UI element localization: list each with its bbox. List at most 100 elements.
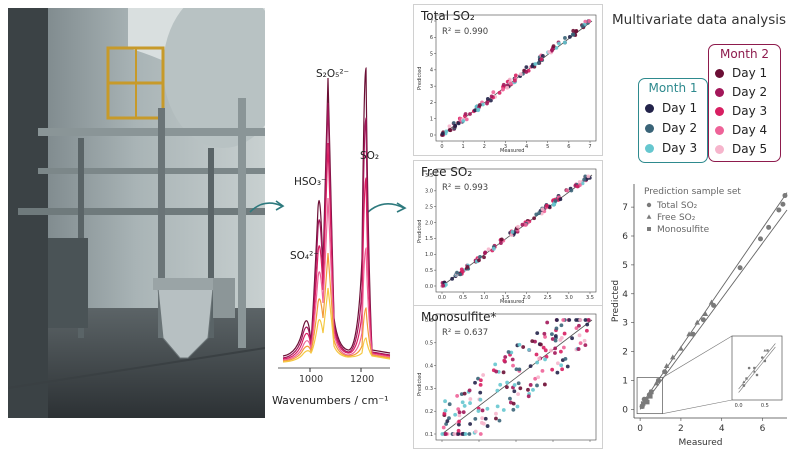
data-point bbox=[514, 367, 519, 372]
data-point bbox=[473, 416, 478, 421]
data-point bbox=[558, 338, 563, 342]
data-point bbox=[457, 410, 462, 415]
data-point bbox=[571, 32, 576, 37]
legend-item: Day 3 bbox=[715, 104, 767, 118]
legend-dot-icon bbox=[715, 145, 724, 154]
data-point bbox=[558, 349, 563, 354]
legend-item: Day 1 bbox=[645, 101, 697, 115]
data-point bbox=[456, 121, 461, 126]
data-point bbox=[534, 352, 539, 357]
y-tick-label: 5 bbox=[622, 261, 628, 271]
data-point bbox=[663, 363, 670, 368]
panel-title: Monosulfite* bbox=[421, 310, 497, 324]
y-tick-label: 0 bbox=[430, 133, 433, 139]
data-point bbox=[550, 367, 555, 372]
data-point bbox=[752, 369, 756, 373]
legend-title: Month 1 bbox=[648, 81, 698, 95]
data-point bbox=[582, 338, 587, 343]
plot-frame bbox=[435, 14, 597, 142]
panel-monosulfite: Monosulfite* R² = 0.637 0.1 0.2 0.3 0.4 0.5 0… bbox=[413, 305, 603, 449]
y-tick-label: 1.0 bbox=[425, 252, 433, 258]
data-point bbox=[536, 61, 541, 65]
data-point bbox=[524, 65, 529, 70]
data-point bbox=[571, 28, 576, 33]
data-point bbox=[646, 202, 652, 208]
flow-arrow-right bbox=[367, 202, 407, 213]
data-point bbox=[584, 328, 589, 333]
data-point bbox=[494, 369, 499, 374]
y-tick-label: 3.5 bbox=[425, 173, 433, 179]
data-point bbox=[560, 367, 565, 372]
data-point bbox=[586, 318, 591, 322]
data-point bbox=[456, 431, 461, 436]
panel-xlabel: Measured bbox=[500, 148, 525, 154]
legend-dot-icon bbox=[645, 144, 654, 153]
legend-dot-icon bbox=[715, 69, 724, 78]
data-point bbox=[485, 96, 490, 101]
data-point bbox=[545, 320, 550, 325]
legend-dot-icon bbox=[645, 104, 654, 113]
data-point bbox=[755, 373, 759, 377]
data-point bbox=[569, 188, 574, 193]
spectra-axis-title: Wavenumbers / cm⁻¹ bbox=[272, 394, 389, 407]
data-point bbox=[440, 131, 445, 136]
inset-tick-label: 0.5 bbox=[761, 403, 769, 409]
data-point bbox=[443, 399, 447, 404]
data-point bbox=[753, 366, 756, 370]
legend-title: Month 2 bbox=[719, 47, 770, 61]
zoom-box bbox=[636, 377, 663, 415]
data-point bbox=[542, 331, 547, 336]
data-point bbox=[473, 380, 477, 385]
y-tick-label: 7 bbox=[622, 203, 628, 213]
data-point bbox=[533, 62, 538, 66]
peak-label-s2o5: S₂O₅²⁻ bbox=[316, 68, 350, 80]
inset-fit-line bbox=[738, 343, 776, 390]
plant-photo bbox=[8, 8, 265, 418]
panel-xlabel: Measured bbox=[500, 299, 525, 305]
data-point bbox=[516, 381, 521, 386]
data-point bbox=[473, 108, 477, 113]
data-point bbox=[513, 73, 518, 78]
inset-box bbox=[731, 335, 783, 401]
raman-spectra: S₂O₅²⁻ HSO₃⁻ SO₂ SO₄²⁻ 1000 1200 Wavenum… bbox=[272, 58, 396, 444]
data-point bbox=[649, 389, 654, 395]
data-point bbox=[524, 70, 529, 74]
data-point bbox=[776, 207, 782, 213]
x-axis-label: Measured bbox=[679, 438, 723, 447]
data-point bbox=[442, 411, 447, 416]
data-point bbox=[555, 318, 559, 322]
data-point bbox=[476, 409, 481, 413]
data-point bbox=[643, 396, 649, 402]
data-point bbox=[506, 350, 511, 354]
legend-series-label: Monosulfite bbox=[657, 225, 710, 235]
data-point bbox=[489, 94, 494, 99]
data-point bbox=[440, 432, 445, 436]
data-point bbox=[483, 416, 488, 421]
x-tick-label: 5 bbox=[546, 144, 549, 150]
data-point bbox=[553, 199, 558, 203]
data-point bbox=[559, 323, 564, 328]
data-point bbox=[543, 357, 547, 362]
data-point bbox=[478, 397, 483, 402]
data-point bbox=[559, 363, 564, 368]
y-tick-label: 2 bbox=[430, 100, 433, 106]
data-point bbox=[578, 318, 583, 322]
data-point bbox=[574, 28, 579, 33]
flow-arrow-left bbox=[249, 200, 285, 213]
x-tick-label: 0.0 bbox=[438, 295, 446, 301]
data-point bbox=[477, 103, 482, 107]
data-point bbox=[443, 432, 448, 436]
data-point bbox=[457, 419, 461, 424]
data-point bbox=[465, 265, 470, 269]
data-point bbox=[561, 345, 566, 350]
y-tick-label: 4 bbox=[430, 68, 433, 74]
x-tick-label: 1.5 bbox=[501, 295, 509, 301]
data-point bbox=[462, 391, 467, 396]
data-point bbox=[527, 348, 531, 352]
data-point bbox=[517, 367, 522, 372]
data-point bbox=[737, 265, 743, 271]
data-point bbox=[551, 44, 556, 49]
data-point bbox=[491, 90, 496, 95]
x-tick-label: 0 bbox=[440, 144, 443, 150]
data-point bbox=[457, 422, 461, 427]
